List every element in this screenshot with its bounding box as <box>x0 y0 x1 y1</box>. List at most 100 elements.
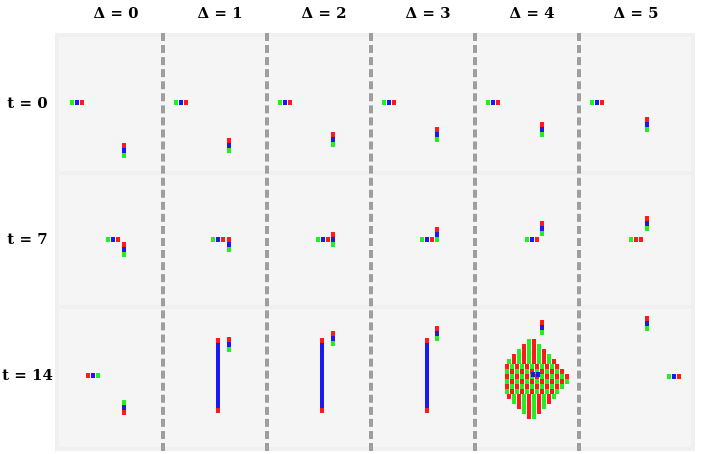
pattern-pixel <box>547 354 551 359</box>
row-label-t-7: t = 7 <box>7 230 48 248</box>
pattern-pixel <box>540 384 544 389</box>
pattern-pixel <box>560 384 564 389</box>
pattern-pixel <box>545 369 549 374</box>
pattern-pixel <box>532 399 536 404</box>
pattern-pixel <box>555 389 559 394</box>
bar-body <box>320 343 324 408</box>
pattern-pixel <box>537 359 541 364</box>
glider-vertical-pixel <box>227 138 231 143</box>
glider-vertical-pixel <box>331 142 335 147</box>
pattern-pixel <box>512 394 516 399</box>
glider-vertical-pixel <box>645 221 649 226</box>
glider-horizontal-pixel <box>184 100 188 105</box>
glider-vertical-pixel <box>122 242 126 247</box>
pattern-pixel <box>542 394 546 399</box>
pattern-pixel <box>512 354 516 359</box>
pattern-pixel <box>537 349 541 354</box>
pattern-pixel <box>527 394 531 399</box>
glider-horizontal-pixel <box>634 237 638 242</box>
glider-vertical-pixel <box>435 331 439 336</box>
glider-vertical-pixel <box>331 336 335 341</box>
pattern-pixel <box>507 394 511 399</box>
pattern-pixel <box>537 409 541 414</box>
glider-vertical-pixel <box>435 127 439 132</box>
pattern-pixel <box>560 374 564 379</box>
glider-horizontal-pixel <box>590 100 594 105</box>
glider-horizontal-pixel <box>111 237 115 242</box>
pattern-pixel <box>535 389 539 394</box>
pattern-pixel <box>565 379 569 384</box>
glider-vertical-pixel <box>122 143 126 148</box>
pattern-pixel <box>547 359 551 364</box>
glider-vertical-pixel <box>645 226 649 231</box>
pattern-pixel <box>512 399 516 404</box>
pattern-pixel <box>545 389 549 394</box>
pattern-pixel <box>550 369 554 374</box>
glider-horizontal-pixel <box>216 237 220 242</box>
pattern-pixel <box>545 379 549 384</box>
glider-vertical-pixel <box>331 341 335 346</box>
simulation-grid <box>55 33 695 451</box>
glider-vertical-pixel <box>435 227 439 232</box>
pattern-pixel <box>527 414 531 419</box>
pattern-pixel <box>537 344 541 349</box>
pattern-pixel <box>540 379 544 384</box>
glider-vertical-pixel <box>122 405 126 410</box>
column-label-delta-0: Δ = 0 <box>93 4 139 22</box>
pattern-pixel <box>537 399 541 404</box>
glider-vertical-pixel <box>540 320 544 325</box>
pattern-pixel <box>520 364 524 369</box>
column-label-delta-4: Δ = 4 <box>509 4 555 22</box>
glider-horizontal-pixel <box>106 237 110 242</box>
glider-vertical-pixel <box>645 321 649 326</box>
column-divider <box>369 33 373 451</box>
glider-horizontal-pixel <box>496 100 500 105</box>
column-divider <box>265 33 269 451</box>
pattern-pixel <box>542 404 546 409</box>
glider-horizontal-pixel <box>677 374 681 379</box>
pattern-pixel <box>560 379 564 384</box>
pattern-pixel <box>537 394 541 399</box>
pattern-pixel <box>510 384 514 389</box>
pattern-pixel <box>505 379 509 384</box>
glider-vertical-pixel <box>645 216 649 221</box>
bar-body <box>425 343 429 408</box>
glider-horizontal-pixel <box>283 100 287 105</box>
pattern-pixel <box>527 404 531 409</box>
pattern-pixel <box>520 389 524 394</box>
pattern-pixel <box>517 399 521 404</box>
glider-vertical-pixel <box>227 237 231 242</box>
bar-cap-pixel <box>216 408 220 413</box>
pattern-pixel <box>530 384 534 389</box>
pattern-pixel <box>532 339 536 344</box>
pattern-pixel <box>555 364 559 369</box>
pattern-pixel <box>550 374 554 379</box>
glider-vertical-pixel <box>227 148 231 153</box>
glider-horizontal-pixel <box>278 100 282 105</box>
pattern-pixel <box>532 414 536 419</box>
pattern-pixel <box>550 364 554 369</box>
pattern-pixel <box>555 374 559 379</box>
column-divider <box>473 33 477 451</box>
pattern-pixel <box>517 359 521 364</box>
glider-horizontal-pixel <box>288 100 292 105</box>
glider-vertical-pixel <box>435 232 439 237</box>
bar-cap-pixel <box>425 408 429 413</box>
glider-vertical-pixel <box>331 132 335 137</box>
row-label-t-14: t = 14 <box>2 366 53 384</box>
pattern-pixel <box>555 384 559 389</box>
pattern-pixel <box>510 389 514 394</box>
glider-horizontal-pixel <box>672 374 676 379</box>
glider-horizontal-pixel <box>179 100 183 105</box>
glider-horizontal-pixel <box>75 100 79 105</box>
pattern-pixel <box>522 354 526 359</box>
row-panel-t-7 <box>59 175 691 305</box>
pattern-pixel <box>515 374 519 379</box>
pattern-core-pixel <box>531 372 535 377</box>
pattern-pixel <box>530 379 534 384</box>
pattern-pixel <box>515 389 519 394</box>
pattern-pixel <box>515 379 519 384</box>
pattern-pixel <box>525 389 529 394</box>
pattern-pixel <box>527 359 531 364</box>
pattern-pixel <box>522 344 526 349</box>
